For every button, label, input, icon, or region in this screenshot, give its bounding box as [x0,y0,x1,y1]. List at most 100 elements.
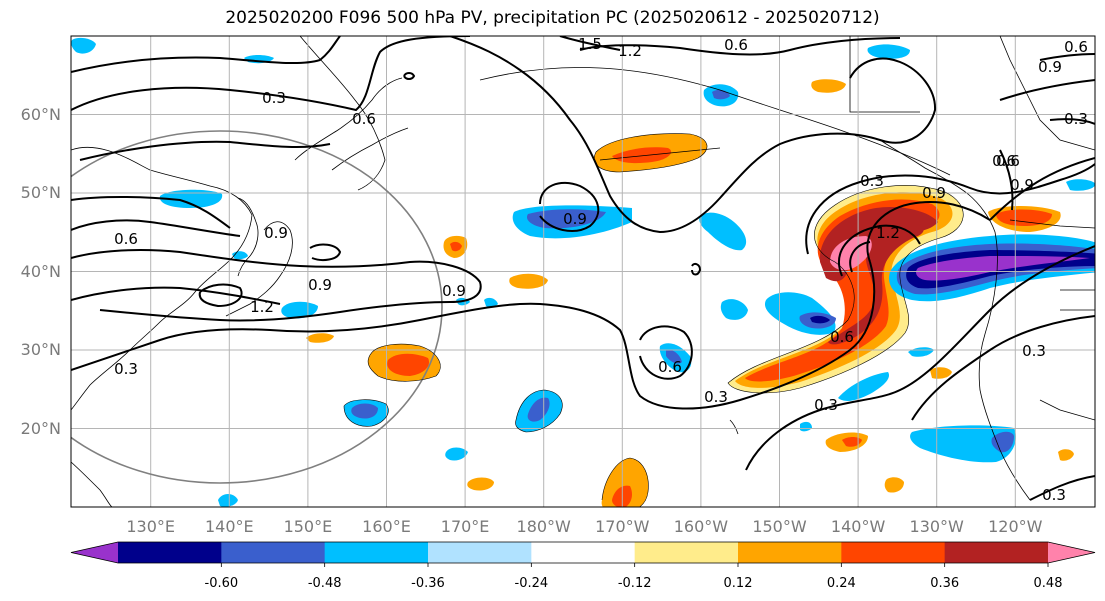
coast-hawaii [729,419,739,435]
precip-small-29 [484,297,498,308]
precip-small-21 [930,367,952,379]
pv-contour [71,36,471,112]
pv-contour [539,181,600,232]
precip-small-19 [218,494,238,507]
pv-contour [449,36,937,234]
lon-label: 170°E [441,517,490,536]
colorbar-outline [70,541,1096,564]
colorbar-swatch [738,542,842,563]
precip-small-1 [159,189,223,208]
contour-label: 0.3 [262,89,286,107]
colorbar-tick-label: 0.12 [724,576,753,591]
contour-label: 1.2 [250,298,274,316]
colorbar-swatch [324,542,429,563]
precip-small-18 [445,447,468,461]
colorbar-tick-label: 0.48 [1034,576,1063,591]
gridlines [71,36,1095,507]
contour-label: 0.6 [996,152,1020,170]
region-circle [71,130,443,484]
lon-label: 160°W [674,517,729,536]
pv-contour [579,37,901,56]
pv-contour [989,157,1095,221]
precip-trop-orange [601,458,649,507]
precip-sep-blue-2 [991,431,1014,453]
pv-contour [911,315,1095,421]
colorbar-extend-max [1048,542,1095,563]
pv-contour [79,140,331,161]
pv-contours [71,36,1095,501]
pv-contour [838,224,921,277]
precip-small-10 [509,273,548,289]
precip-small-22 [1058,449,1074,461]
precip-small-9 [450,241,462,252]
colorbar-tick-label: 0.24 [827,576,856,591]
latitude-labels: 60°N 50°N 40°N 30°N 20°N [21,105,61,438]
precip-sub-red [387,353,430,376]
coast-philippines [71,461,113,507]
contour-label: 0.9 [308,276,332,294]
contour-label: 0.3 [814,396,838,414]
coast-canada [999,36,1095,151]
precip-small-20 [306,333,334,343]
pv-contour [1039,53,1095,61]
precip-gulf-red [612,147,672,164]
colorbar-swatch [944,542,1049,563]
contour-label: 0.9 [1010,176,1034,194]
contour-label: 0.9 [1038,58,1062,76]
lon-label: 140°E [205,517,254,536]
pv-contour [71,36,341,73]
precipitation-shading [71,37,1095,507]
colorbar-swatch [428,542,532,563]
pv-contour [71,261,876,410]
coast-north-america [879,139,1031,501]
colorbar-extend-min [71,542,118,563]
colorbar-tick-label: -0.24 [515,576,549,591]
lon-label: 180°W [517,517,572,536]
contour-label: 1.5 [578,35,602,53]
contour-label: 0.9 [922,184,946,202]
precip-small-5 [811,79,846,93]
pv-contour [559,36,621,51]
pv-contour [999,79,1095,101]
lon-label: 170°W [595,517,650,536]
colorbar-swatch [118,542,222,563]
precip-outline [343,399,389,427]
contour-label: 0.3 [860,172,884,190]
pv-contour [71,196,231,229]
colorbar-tick-label: -0.60 [205,576,239,591]
pv-contour [866,201,991,263]
pv-contour [999,149,1014,211]
coast-kamchatka [299,36,386,191]
precip-band-darkred [828,223,924,345]
contour-label: 0.3 [1042,486,1066,504]
precip-small-11 [281,301,318,319]
precip-small-24 [71,37,96,54]
border-mexico [1039,399,1095,421]
longitude-labels: 130°E 140°E 150°E 160°E 170°E 180°W 170°… [126,517,1042,536]
colorbar-swatch [531,542,636,563]
pv-contour [71,219,241,237]
precip-outlines [343,133,964,507]
colorbar-tick-label: -0.48 [308,576,342,591]
pv-contour [745,245,1095,471]
precip-outline [515,389,563,433]
contour-labels: 1.5 1.2 0.3 0.6 0.9 0.6 0.3 0.9 1.2 0.6 … [114,35,1088,504]
contour-label: 0.6 [114,230,138,248]
lon-label: 130°W [910,517,965,536]
contour-label: 0.3 [704,388,728,406]
coast-aleutians [599,147,721,161]
pv-contour [198,283,243,308]
lat-label: 20°N [21,419,61,438]
contour-label: 0.9 [563,210,587,228]
lat-label: 60°N [21,105,61,124]
lon-label: 160°E [362,517,411,536]
colorbar-tick-label: -0.12 [618,576,652,591]
lon-label: 150°W [752,517,807,536]
map-frame [70,35,1096,508]
contour-label: 0.6 [658,358,682,376]
border-alaska [849,36,920,113]
pv-contour [849,241,871,273]
lon-label: 120°W [988,517,1043,536]
precip-small-13 [720,299,748,320]
